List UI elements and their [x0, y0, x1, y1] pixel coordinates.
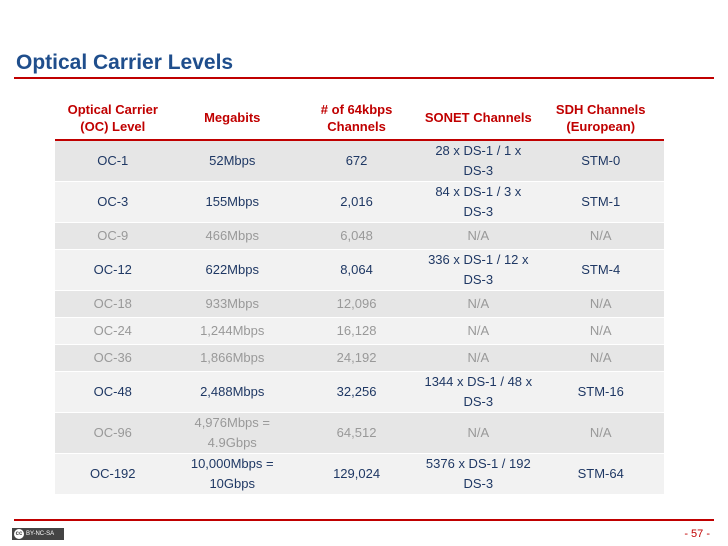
cell-sdh: STM-0 — [537, 139, 664, 182]
cell-sdh: STM-4 — [537, 249, 664, 291]
table-row: OC-9 466Mbps 6,048 N/A N/A — [55, 222, 664, 250]
cell-channels: 129,024 — [293, 453, 420, 494]
cell-channels: 6,048 — [293, 222, 420, 250]
cell-sonet: N/A — [419, 344, 538, 372]
title-underline — [14, 77, 714, 79]
cell-channels: 64,512 — [293, 412, 420, 454]
cell-megabits: 4,976Mbps = 4.9Gbps — [170, 412, 294, 454]
table-row: OC-96 4,976Mbps = 4.9Gbps 64,512 N/A N/A — [55, 412, 664, 454]
cell-oc-level: OC-1 — [55, 139, 171, 182]
cell-oc-level: OC-18 — [55, 290, 171, 318]
cell-oc-level: OC-3 — [55, 181, 171, 223]
cell-megabits: 622Mbps — [170, 249, 294, 291]
cell-megabits: 1,866Mbps — [170, 344, 294, 372]
cell-sonet: 84 x DS-1 / 3 x DS-3 — [419, 181, 538, 223]
cell-sonet: N/A — [419, 317, 538, 345]
cell-sonet: N/A — [419, 290, 538, 318]
cell-sdh: STM-64 — [537, 453, 664, 494]
cell-oc-level: OC-192 — [55, 453, 171, 494]
cell-sonet: 5376 x DS-1 / 192 DS-3 — [419, 453, 538, 494]
cell-sdh: STM-16 — [537, 371, 664, 413]
cell-sonet: N/A — [419, 412, 538, 454]
table-row: OC-12 622Mbps 8,064 336 x DS-1 / 12 x DS… — [55, 249, 664, 291]
slide-title: Optical Carrier Levels — [16, 51, 234, 74]
cell-sonet: 1344 x DS-1 / 48 x DS-3 — [419, 371, 538, 413]
table-row: OC-24 1,244Mbps 16,128 N/A N/A — [55, 317, 664, 345]
header-sonet-channels: SONET Channels — [419, 96, 538, 141]
cell-sdh: N/A — [537, 412, 664, 454]
cc-license-badge: cc BY-NC-SA — [12, 528, 64, 540]
cell-sdh: N/A — [537, 344, 664, 372]
cell-sdh: N/A — [537, 222, 664, 250]
table-row: OC-3 155Mbps 2,016 84 x DS-1 / 3 x DS-3 … — [55, 181, 664, 223]
cell-channels: 12,096 — [293, 290, 420, 318]
page-number: - 57 - — [684, 528, 710, 540]
cell-channels: 16,128 — [293, 317, 420, 345]
cell-oc-level: OC-48 — [55, 371, 171, 413]
license-label: BY-NC-SA — [26, 531, 55, 537]
cc-icon: cc — [14, 529, 24, 539]
footer-rule — [14, 519, 714, 521]
table-row: OC-1 52Mbps 672 28 x DS-1 / 1 x DS-3 STM… — [55, 139, 664, 182]
cell-channels: 672 — [293, 139, 420, 182]
cell-channels: 24,192 — [293, 344, 420, 372]
cell-oc-level: OC-36 — [55, 344, 171, 372]
header-64kbps-channels: # of 64kbps Channels — [293, 96, 420, 141]
cell-sdh: N/A — [537, 317, 664, 345]
cell-megabits: 466Mbps — [170, 222, 294, 250]
table-row: OC-48 2,488Mbps 32,256 1344 x DS-1 / 48 … — [55, 371, 664, 413]
table-row: OC-36 1,866Mbps 24,192 N/A N/A — [55, 344, 664, 372]
cell-megabits: 2,488Mbps — [170, 371, 294, 413]
optical-carrier-table: Optical Carrier (OC) Level Megabits # of… — [55, 96, 664, 494]
cell-channels: 32,256 — [293, 371, 420, 413]
cell-megabits: 155Mbps — [170, 181, 294, 223]
header-oc-level: Optical Carrier (OC) Level — [55, 96, 171, 141]
cell-megabits: 933Mbps — [170, 290, 294, 318]
cell-megabits: 1,244Mbps — [170, 317, 294, 345]
header-megabits: Megabits — [170, 96, 294, 141]
cell-oc-level: OC-24 — [55, 317, 171, 345]
table-row: OC-18 933Mbps 12,096 N/A N/A — [55, 290, 664, 318]
cell-sonet: 28 x DS-1 / 1 x DS-3 — [419, 139, 538, 182]
table-header-row: Optical Carrier (OC) Level Megabits # of… — [55, 96, 664, 141]
cell-sdh: N/A — [537, 290, 664, 318]
cell-oc-level: OC-96 — [55, 412, 171, 454]
table-row: OC-192 10,000Mbps = 10Gbps 129,024 5376 … — [55, 453, 664, 494]
cell-sdh: STM-1 — [537, 181, 664, 223]
cell-oc-level: OC-9 — [55, 222, 171, 250]
cell-oc-level: OC-12 — [55, 249, 171, 291]
cell-sonet: 336 x DS-1 / 12 x DS-3 — [419, 249, 538, 291]
cell-channels: 2,016 — [293, 181, 420, 223]
cell-megabits: 52Mbps — [170, 139, 294, 182]
cell-sonet: N/A — [419, 222, 538, 250]
cell-channels: 8,064 — [293, 249, 420, 291]
cell-megabits: 10,000Mbps = 10Gbps — [170, 453, 294, 494]
header-sdh-channels: SDH Channels (European) — [537, 96, 664, 141]
